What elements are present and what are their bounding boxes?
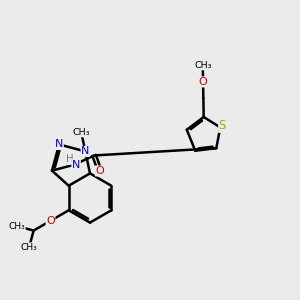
Text: O: O [199, 77, 207, 87]
Text: CH₃: CH₃ [194, 61, 211, 70]
Text: N: N [81, 146, 89, 156]
Text: H: H [66, 154, 74, 164]
Text: O: O [95, 166, 104, 176]
Text: S: S [219, 119, 226, 132]
Text: N: N [55, 140, 63, 149]
Text: CH₃: CH₃ [8, 221, 25, 230]
Text: N: N [72, 160, 80, 170]
Text: O: O [46, 216, 55, 226]
Text: CH₃: CH₃ [21, 243, 38, 252]
Text: CH₃: CH₃ [73, 128, 90, 137]
